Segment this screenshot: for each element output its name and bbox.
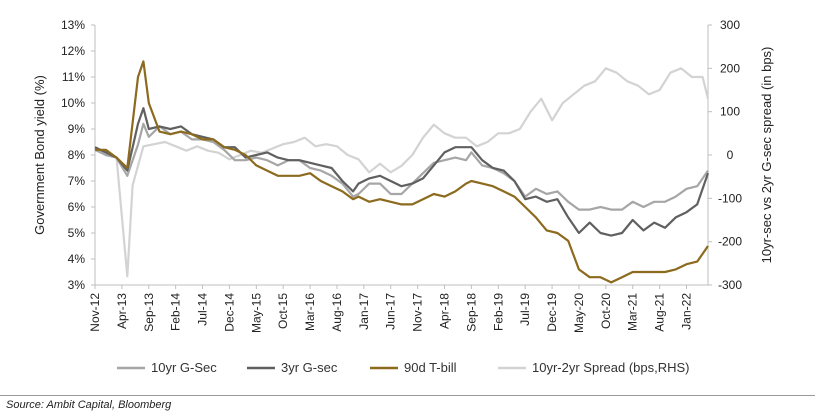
y-left-tick-label: 7%: [68, 174, 86, 188]
y-right-tick-label: 200: [720, 61, 740, 75]
y-right-tick-label: 300: [720, 18, 740, 32]
y-left-tick-label: 10%: [61, 96, 85, 110]
x-tick-label: Sep-13: [142, 293, 156, 332]
y-left-tick-label: 3%: [68, 278, 86, 292]
x-tick-label: Apr-13: [115, 293, 129, 329]
x-tick-label: Jun-17: [384, 293, 398, 330]
x-tick-label: Aug-16: [330, 293, 344, 332]
x-tick-label: Apr-18: [438, 293, 452, 329]
y-right-tick-label: -200: [718, 235, 742, 249]
x-tick-label: Dec-19: [545, 293, 559, 332]
series-line-1: [94, 107, 710, 237]
x-tick-label: Nov-17: [411, 293, 425, 332]
y-left-tick-label: 6%: [68, 200, 86, 214]
x-tick-label: Dec-14: [222, 293, 236, 332]
x-tick-label: May-20: [572, 293, 586, 333]
y-left-tick-label: 8%: [68, 148, 86, 162]
x-tick-label: Oct-15: [276, 293, 290, 329]
y-right-tick-label: 0: [727, 148, 734, 162]
legend-label: 90d T-bill: [404, 360, 457, 375]
x-tick-label: Jul-19: [518, 293, 532, 326]
x-tick-label: Jul-14: [196, 293, 210, 326]
x-tick-label: Jan-17: [357, 293, 371, 330]
plot-area: [94, 60, 710, 284]
x-tick-label: Feb-19: [491, 293, 505, 331]
y-right-tick-label: 100: [720, 105, 740, 119]
x-tick-label: May-15: [249, 293, 263, 333]
source-divider: [0, 395, 815, 396]
y-right-tick-label: -100: [718, 191, 742, 205]
legend-label: 10yr G-Sec: [151, 360, 217, 375]
y-axis-left: 3% 4% 5% 6% 7% 8% 9% 10% 11% 12% 13%: [61, 18, 96, 292]
x-axis: Nov-12 Apr-13 Sep-13 Feb-14 Jul-14 Dec-14 May-…: [88, 284, 708, 333]
y-left-tick-label: 9%: [68, 122, 86, 136]
x-tick-label: Oct-20: [599, 293, 613, 329]
legend: 10yr G-Sec 3yr G-sec 90d T-bill 10yr-2yr Sp…: [117, 360, 690, 375]
series-line-0: [94, 122, 709, 211]
series-line-2: [95, 60, 709, 284]
y-left-tick-label: 5%: [68, 226, 86, 240]
y-left-tick-label: 13%: [61, 18, 85, 32]
y-axis-left-title: Government Bond yield (%): [32, 75, 47, 235]
y-left-tick-label: 12%: [61, 44, 85, 58]
source-note: Source: Ambit Capital, Bloomberg: [6, 399, 172, 411]
x-tick-label: Jan-22: [679, 293, 693, 330]
x-tick-label: Aug-21: [653, 293, 667, 332]
y-axis-right: 300 200 100 0 -100 -200 -300: [707, 18, 742, 292]
series-line-3: [94, 67, 710, 278]
chart: 3% 4% 5% 6% 7% 8% 9% 10% 11% 12% 13% 300 200 100 0 -10…: [32, 18, 774, 375]
y-right-tick-label: -300: [718, 278, 742, 292]
y-left-tick-label: 4%: [68, 252, 86, 266]
x-tick-label: Mar-16: [303, 293, 317, 331]
x-tick-label: Nov-12: [88, 293, 102, 332]
legend-label: 3yr G-sec: [281, 360, 338, 375]
y-left-tick-label: 11%: [62, 70, 85, 84]
x-tick-label: Feb-14: [169, 293, 183, 331]
y-axis-right-title: 10yr-sec vs 2yr G-sec spread (in bps): [759, 47, 774, 264]
legend-label: 10yr-2yr Spread (bps,RHS): [532, 360, 690, 375]
x-tick-label: Sep-18: [464, 293, 478, 332]
x-tick-label: Mar-21: [626, 293, 640, 331]
